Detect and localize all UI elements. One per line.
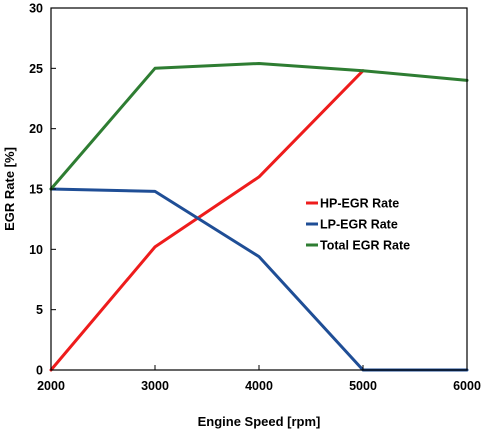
x-tick-label: 2000	[37, 379, 65, 393]
y-axis: 0 5 10 15 20 25 30	[29, 2, 56, 378]
y-tick-label: 10	[29, 243, 43, 257]
x-axis: 2000 3000 4000 5000 6000	[37, 365, 481, 393]
y-tick-label: 5	[36, 303, 43, 317]
x-tick-label: 5000	[349, 379, 377, 393]
legend-box	[302, 190, 422, 259]
x-axis-title: Engine Speed [rpm]	[198, 414, 321, 429]
legend: HP-EGR Rate LP-EGR Rate Total EGR Rate	[302, 190, 422, 259]
legend-label-lp-egr-rate: LP-EGR Rate	[320, 218, 398, 232]
y-tick-label: 25	[29, 62, 43, 76]
series-line-hp-egr-rate	[49, 69, 365, 372]
x-tick-label: 3000	[141, 379, 169, 393]
y-tick-label: 20	[29, 122, 43, 136]
series-line-total-egr-rate	[49, 62, 469, 191]
legend-label-hp-egr-rate: HP-EGR Rate	[320, 197, 399, 211]
y-tick-label: 0	[36, 364, 43, 378]
x-tick-label: 6000	[453, 379, 481, 393]
y-tick-label: 15	[29, 183, 43, 197]
legend-label-total-egr-rate: Total EGR Rate	[320, 239, 410, 253]
y-tick-label: 30	[29, 2, 43, 16]
x-tick-label: 4000	[245, 379, 273, 393]
y-axis-title: EGR Rate [%]	[2, 147, 17, 231]
